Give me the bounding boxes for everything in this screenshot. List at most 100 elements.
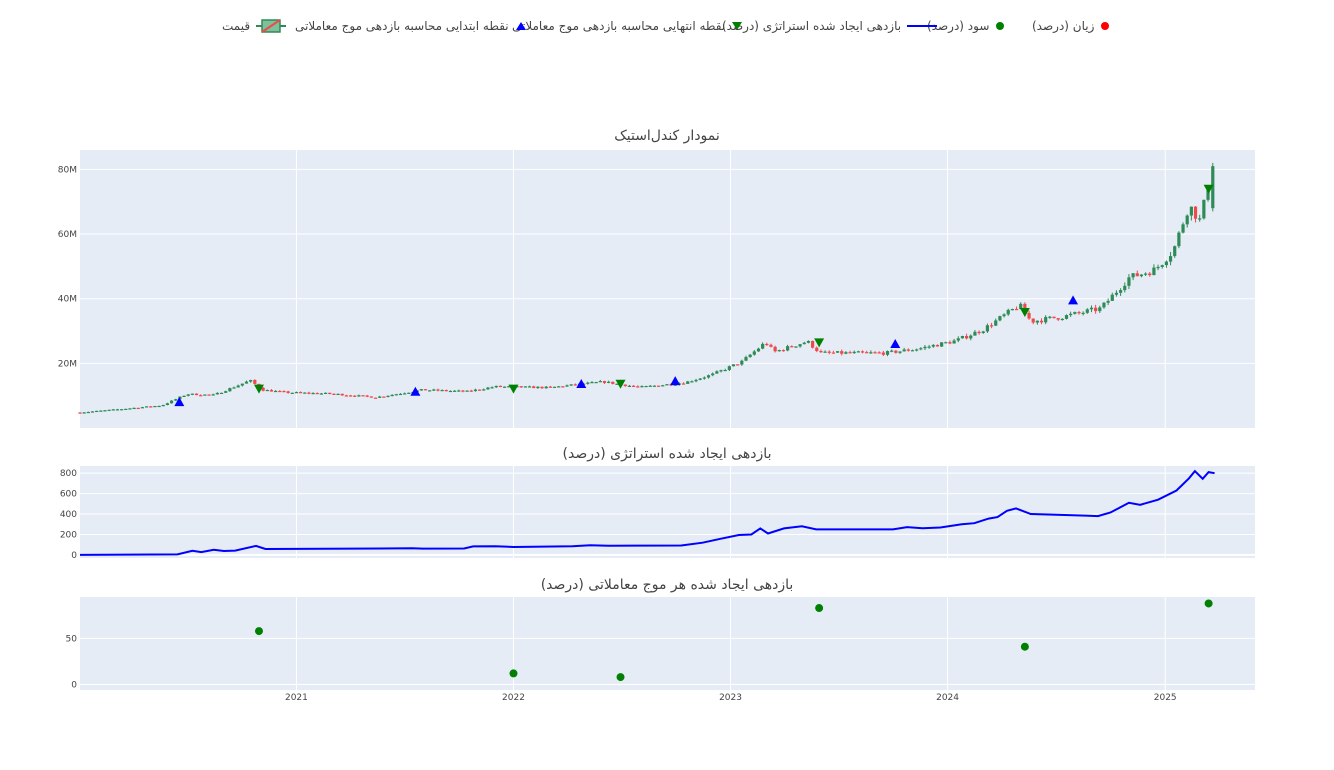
candle [323, 392, 328, 394]
candle [927, 344, 931, 349]
end-marker [253, 384, 264, 394]
line-swatch-icon [907, 25, 938, 27]
candle [353, 395, 357, 397]
candle [265, 389, 269, 392]
candle [627, 384, 632, 388]
candle [82, 412, 86, 414]
candle [777, 349, 781, 352]
candle [681, 382, 686, 385]
candle [856, 350, 860, 353]
candle [232, 386, 236, 389]
legend-item-price[interactable]: قیمت [222, 12, 287, 40]
candle [390, 394, 394, 397]
candle [910, 349, 915, 352]
candle [956, 336, 960, 343]
candle [1168, 251, 1173, 266]
candle [128, 408, 132, 410]
candle [985, 323, 990, 333]
candle [557, 386, 561, 388]
candle [523, 386, 527, 388]
candle [1089, 305, 1094, 313]
candle [977, 330, 981, 335]
profit-point [815, 604, 824, 613]
candle [761, 342, 765, 350]
legend-label-profit: سود (درصد) [927, 19, 990, 33]
candle [819, 349, 823, 353]
candle [931, 344, 935, 348]
legend-item-strategy[interactable]: بازدهی ایجاد شده استراتژی (درصد) [722, 12, 938, 40]
candle [794, 346, 798, 348]
x-tick-label: 2024 [936, 693, 959, 703]
candle [602, 380, 607, 384]
candle [1148, 272, 1152, 277]
candle [1048, 315, 1052, 319]
candle [711, 372, 715, 377]
candle [1202, 199, 1206, 220]
candle [507, 385, 511, 388]
candle [132, 407, 136, 410]
legend-label-loss: زیان (درصد) [1032, 19, 1095, 33]
legend-item-end-point[interactable]: نقطه انتهایی محاسبه بازدهی موج معاملاتی [512, 12, 743, 40]
legend-item-start-point[interactable]: نقطه ابتدایی محاسبه بازدهی موج معاملاتی [295, 12, 527, 40]
legend-item-profit[interactable]: سود (درصد) [927, 12, 1005, 40]
candle [806, 340, 811, 344]
candle [224, 390, 228, 394]
candle [86, 411, 90, 414]
candle [969, 334, 973, 341]
candle [1027, 310, 1031, 320]
candle [706, 374, 711, 379]
candle [219, 392, 224, 395]
candle [428, 390, 432, 392]
candle [586, 381, 590, 385]
candle [165, 402, 170, 406]
candle [365, 394, 369, 398]
candle [494, 385, 498, 388]
candle [403, 392, 407, 395]
candle [1002, 313, 1006, 318]
profit-point [616, 673, 625, 682]
candle [540, 386, 544, 389]
candle [615, 383, 619, 385]
legend-label-end-point: نقطه انتهایی محاسبه بازدهی موج معاملاتی [512, 19, 726, 33]
candle [611, 381, 615, 385]
loss-dot-icon [1101, 22, 1110, 30]
end-marker [1019, 307, 1030, 317]
candle [952, 338, 956, 344]
candle [748, 353, 752, 358]
x-tick-label: 2023 [719, 693, 742, 703]
candle [1069, 311, 1073, 318]
candle [906, 348, 910, 352]
candle [1177, 231, 1181, 249]
candle [290, 392, 294, 394]
candle [781, 349, 786, 352]
candle [727, 365, 731, 372]
candle [186, 394, 190, 397]
legend-label-strategy: بازدهی ایجاد شده استراتژی (درصد) [722, 19, 902, 33]
candle [1014, 306, 1019, 311]
candle [215, 392, 219, 395]
candle [1119, 288, 1123, 296]
end-marker [1203, 184, 1214, 194]
candle [902, 347, 906, 352]
profit-point [509, 669, 518, 678]
candle [1181, 222, 1185, 234]
candle [299, 391, 303, 394]
candle [1081, 311, 1085, 316]
x-tick-label: 2025 [1154, 693, 1177, 703]
candle [111, 409, 115, 411]
candle [382, 396, 386, 398]
candle [940, 342, 944, 348]
end-marker [814, 338, 825, 348]
legend-item-loss[interactable]: زیان (درصد) [1032, 12, 1110, 40]
candle [1077, 310, 1081, 315]
candle-swatch-icon [256, 19, 287, 33]
candle [536, 386, 540, 389]
candle [1198, 214, 1202, 222]
candle [498, 385, 503, 388]
candle [457, 389, 461, 392]
candle [1052, 316, 1056, 319]
candle [440, 389, 444, 392]
candle [174, 398, 178, 402]
y-tick-label: 50 [66, 634, 78, 644]
triangle-up-icon [515, 22, 526, 30]
